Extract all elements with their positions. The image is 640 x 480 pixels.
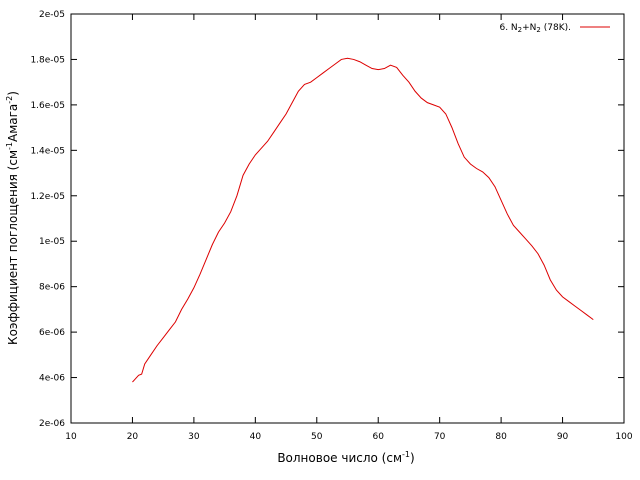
x-tick-label: 80 — [495, 432, 507, 442]
x-tick-label: 10 — [65, 432, 77, 442]
y-tick-label: 2e-06 — [39, 419, 65, 429]
x-tick-label: 70 — [434, 432, 446, 442]
x-tick-label: 40 — [250, 432, 262, 442]
x-tick-label: 60 — [372, 432, 384, 442]
plot-frame — [70, 13, 625, 424]
x-tick-label: 50 — [311, 432, 323, 442]
y-tick-label: 6e-06 — [39, 328, 65, 338]
y-axis-label: Коэффициент поглощения (см-1Амага-2) — [5, 91, 20, 345]
x-tick-label: 30 — [188, 432, 200, 442]
legend: 6. N2+N2 (78K). — [499, 23, 610, 34]
x-axis-label: Волновое число (см-1) — [277, 450, 414, 465]
y-tick-label: 1.4e-05 — [30, 146, 65, 156]
series-line — [132, 57, 594, 383]
axis-ticks — [70, 13, 625, 424]
y-tick-label: 2e-05 — [39, 10, 65, 20]
y-tick-label: 1.8e-05 — [30, 55, 65, 65]
x-tick-labels: 10 20 30 40 50 60 70 80 90 100 — [65, 432, 633, 442]
x-tick-label: 90 — [557, 432, 569, 442]
x-tick-label: 20 — [127, 432, 139, 442]
y-tick-label: 1e-05 — [39, 237, 65, 247]
y-tick-label: 4e-06 — [39, 374, 65, 384]
y-tick-label: 8e-06 — [39, 283, 65, 293]
x-tick-label: 100 — [615, 432, 632, 442]
y-tick-label: 1.2e-05 — [30, 192, 65, 202]
legend-label: 6. N2+N2 (78K). — [499, 23, 571, 34]
y-tick-labels: 2e-06 4e-06 6e-06 8e-06 1e-05 1.2e-05 1.4e-05 1… — [30, 10, 65, 429]
y-tick-label: 1.6e-05 — [30, 101, 65, 111]
